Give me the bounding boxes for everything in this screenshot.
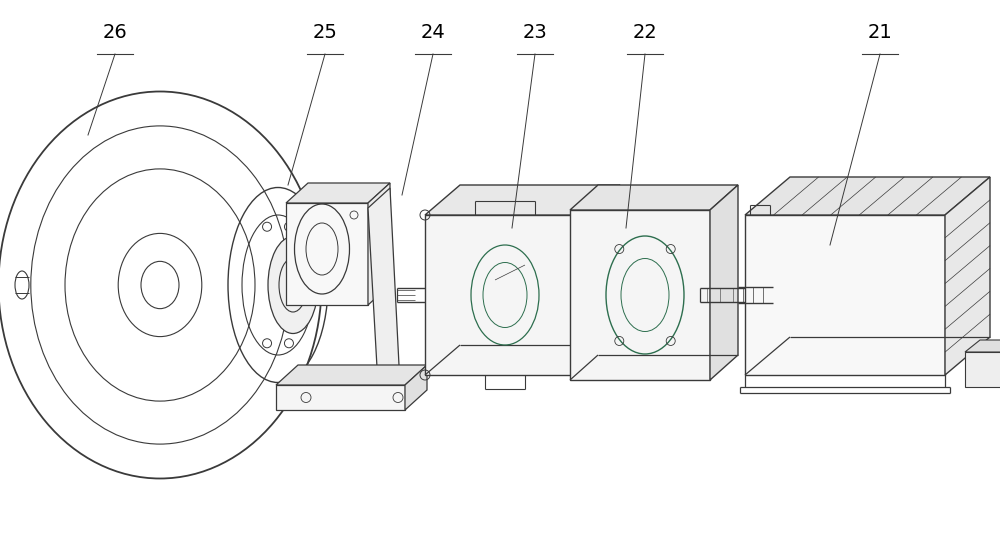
Polygon shape (965, 352, 1000, 387)
Polygon shape (405, 365, 427, 410)
Polygon shape (710, 185, 738, 380)
Polygon shape (745, 177, 990, 215)
Polygon shape (286, 183, 390, 203)
Text: 21: 21 (868, 23, 892, 42)
Text: 22: 22 (633, 23, 657, 42)
Polygon shape (276, 385, 405, 410)
Polygon shape (368, 183, 390, 305)
Polygon shape (745, 215, 945, 375)
Ellipse shape (268, 236, 318, 333)
Polygon shape (945, 177, 990, 375)
Polygon shape (276, 365, 427, 385)
Polygon shape (585, 185, 620, 375)
Polygon shape (286, 203, 368, 305)
Polygon shape (425, 185, 620, 215)
Polygon shape (368, 188, 400, 385)
Polygon shape (965, 340, 1000, 352)
Polygon shape (570, 185, 738, 210)
Text: 26: 26 (103, 23, 127, 42)
Polygon shape (570, 210, 710, 380)
Text: 23: 23 (523, 23, 547, 42)
Polygon shape (425, 215, 585, 375)
Text: 25: 25 (313, 23, 337, 42)
Text: 24: 24 (421, 23, 445, 42)
